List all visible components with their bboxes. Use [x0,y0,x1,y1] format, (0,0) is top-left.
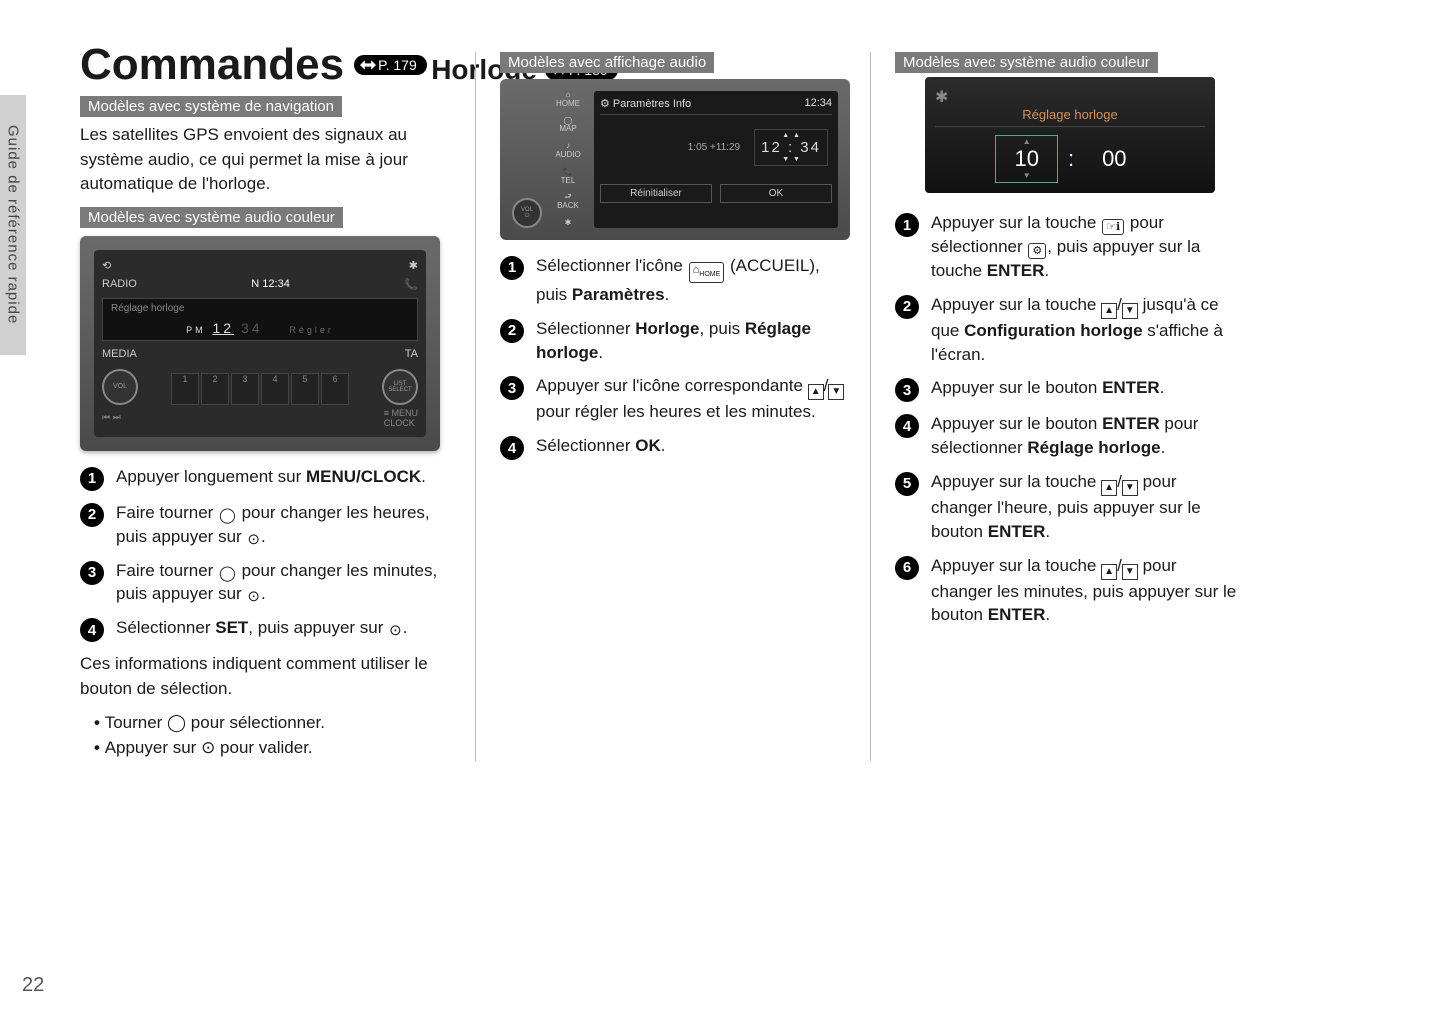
steps-column-1: 1 Appuyer longuement sur MENU/CLOCK. 2 Fair… [80,465,451,642]
step-number-badge: 6 [895,556,919,580]
step-item: 4 Appuyer sur le bouton ENTER pour sélect… [895,412,1241,460]
step-item: 5 Appuyer sur la touche ▲/▼ pour changer … [895,470,1241,544]
step-text: Appuyer longuement sur MENU/CLOCK. [116,465,451,489]
side-tab-label: Guide de référence rapide [5,125,22,324]
bullets-column-1: Tourner ◯ pour sélectionner.Appuyer sur … [94,711,451,760]
page-content: Commandes P. 179 Horloge P. 180 Modèles … [80,40,1380,761]
step-number-badge: 3 [500,376,524,400]
model-label-audio-color-2: Modèles avec système audio couleur [895,52,1158,73]
step-item: 1 Appuyer sur la touche ☞ℹ pour sélection… [895,211,1241,283]
page-title: Commandes P. 179 [80,40,427,90]
step-number-badge: 1 [895,213,919,237]
steps-column-2: 1 Sélectionner l'icône ⌂HOME (ACCUEIL), p… [500,254,846,460]
column-1: Modèles avec système de navigation Les s… [80,96,475,761]
column-3: Modèles avec système audio couleur ✱ Rég… [870,52,1265,761]
step-text: Faire tourner ◯ pour changer les minutes… [116,559,451,607]
step-text: Sélectionner OK. [536,434,846,458]
bullet-item: Tourner ◯ pour sélectionner. [94,711,451,736]
title-text: Commandes [80,40,344,90]
step-text: Appuyer sur le bouton ENTER. [931,376,1241,400]
list-select-knob-icon: LISTSELECT [382,369,418,405]
audio-unit-illustration-1: ⟲ ✱ RADIO N 12:34 📞 Réglage horloge PM 1… [80,236,440,451]
footnote: Ces informations indiquent comment utili… [80,652,451,701]
step-text: Sélectionner l'icône ⌂HOME (ACCUEIL), pu… [536,254,846,307]
model-label-audio-display: Modèles avec affichage audio [500,52,714,73]
step-item: 1 Appuyer longuement sur MENU/CLOCK. [80,465,451,491]
step-number-badge: 4 [80,618,104,642]
step-item: 1 Sélectionner l'icône ⌂HOME (ACCUEIL), p… [500,254,846,307]
bullet-item: Appuyer sur ⊙ pour valider. [94,736,451,761]
clock-setting-screen: ✱ Réglage horloge ▲ 10 ▼ : 00 [925,77,1215,193]
step-item: 2 Appuyer sur la touche ▲/▼ jusqu'à ce qu… [895,293,1241,367]
step-number-badge: 1 [80,467,104,491]
column-2: Modèles avec affichage audio VOL⏻ ⌂HOME◯… [475,52,870,761]
step-number-badge: 1 [500,256,524,280]
page-ref-pill: P. 179 [354,55,427,75]
step-item: 4 Sélectionner SET, puis appuyer sur ⊙. [80,616,451,642]
vol-knob-icon: VOL [102,369,138,405]
step-text: Sélectionner SET, puis appuyer sur ⊙. [116,616,451,640]
step-item: 6 Appuyer sur la touche ▲/▼ pour changer … [895,554,1241,628]
step-number-badge: 2 [500,319,524,343]
intro-paragraph: Les satellites GPS envoient des signaux … [80,123,451,197]
step-text: Appuyer sur la touche ▲/▼ pour changer l… [931,554,1241,628]
step-item: 3 Appuyer sur le bouton ENTER. [895,376,1241,402]
step-text: Appuyer sur la touche ▲/▼ pour changer l… [931,470,1241,544]
step-text: Appuyer sur la touche ☞ℹ pour sélectionn… [931,211,1241,283]
model-label-nav: Modèles avec système de navigation [80,96,342,117]
step-number-badge: 2 [895,295,919,319]
step-text: Faire tourner ◯ pour changer les heures,… [116,501,451,549]
step-text: Sélectionner Horloge, puis Réglage horlo… [536,317,846,365]
step-item: 3 Faire tourner ◯ pour changer les minute… [80,559,451,607]
preset-row: 123456 [171,373,349,405]
step-number-badge: 4 [500,436,524,460]
step-number-badge: 3 [895,378,919,402]
step-number-badge: 3 [80,561,104,585]
model-label-audio-color-1: Modèles avec système audio couleur [80,207,343,228]
step-item: 4 Sélectionner OK. [500,434,846,460]
page-number: 22 [22,974,44,997]
step-number-badge: 5 [895,472,919,496]
step-text: Appuyer sur la touche ▲/▼ jusqu'à ce que… [931,293,1241,367]
step-number-badge: 4 [895,414,919,438]
audio-display-illustration: VOL⏻ ⌂HOME◯MAP♪AUDIO📞TEL⮐BACK✱ ⚙ Paramèt… [500,79,850,240]
side-tab: Guide de référence rapide [0,95,26,355]
step-item: 2 Sélectionner Horloge, puis Réglage horl… [500,317,846,365]
step-item: 2 Faire tourner ◯ pour changer les heures… [80,501,451,549]
step-item: 3 Appuyer sur l'icône correspondante ▲/▼ … [500,374,846,424]
step-number-badge: 2 [80,503,104,527]
step-text: Appuyer sur l'icône correspondante ▲/▼ p… [536,374,846,424]
step-text: Appuyer sur le bouton ENTER pour sélecti… [931,412,1241,460]
steps-column-3: 1 Appuyer sur la touche ☞ℹ pour sélection… [895,211,1241,627]
